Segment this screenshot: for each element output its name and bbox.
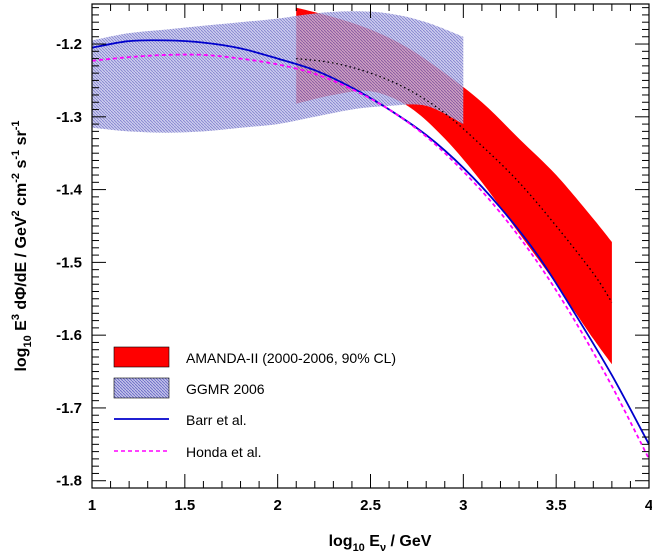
x-axis-ticks: 1 1.5 2 2.5 3 3.5 4 [88, 4, 652, 514]
y-tick-label: -1.4 [56, 182, 83, 199]
series-lines [91, 39, 650, 460]
x-tick-label: 4 [645, 497, 652, 514]
line-barr [91, 39, 650, 445]
legend-swatch-amanda [113, 346, 170, 368]
y-tick-label: -1.7 [56, 400, 82, 417]
legend-label-barr: Barr et al. [186, 412, 247, 428]
bands [92, 7, 612, 365]
x-axis-title: log10 Eν / GeV [329, 533, 432, 554]
x-tick-label: 1.5 [174, 497, 195, 514]
y-axis-ticks: -1.8 -1.7 -1.6 -1.5 -1.4 -1.3 -1.2 [56, 7, 649, 490]
x-tick-label: 2 [273, 497, 281, 514]
legend-swatch-ggmr [113, 377, 170, 399]
x-tick-label: 1 [88, 497, 96, 514]
band-ggmr [92, 11, 464, 133]
y-tick-label: -1.6 [56, 327, 82, 344]
line-honda [91, 53, 650, 460]
legend-label-ggmr: GGMR 2006 [186, 381, 265, 397]
legend: AMANDA-II (2000-2006, 90% CL) GGMR 2006 … [113, 346, 396, 460]
y-tick-label: -1.2 [56, 36, 82, 53]
y-tick-label: -1.3 [56, 109, 82, 126]
y-tick-label: -1.5 [56, 254, 82, 271]
y-axis-title: log10 E3 dΦ/dE / GeV2 cm-2 s-1 sr-1 [10, 120, 34, 371]
plot-area: 1 1.5 2 2.5 3 3.5 4 -1.8-1.7-1.6-1.5-1.4-1.3-1… [56, 3, 652, 514]
line-amanda-central [296, 57, 613, 303]
legend-label-honda: Honda et al. [186, 444, 262, 460]
x-tick-label: 3 [459, 497, 467, 514]
legend-label-amanda: AMANDA-II (2000-2006, 90% CL) [186, 350, 396, 366]
x-tick-label: 3.5 [546, 497, 567, 514]
x-tick-label: 2.5 [360, 497, 381, 514]
y-tick-label: -1.8 [56, 473, 82, 490]
